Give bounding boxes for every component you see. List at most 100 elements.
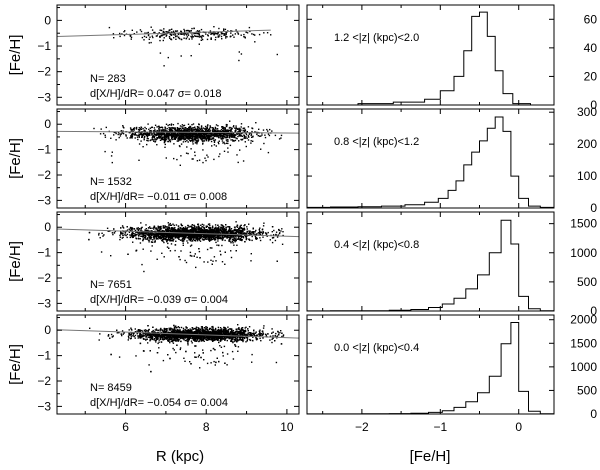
scatter-point bbox=[220, 137, 222, 140]
scatter-point bbox=[210, 135, 212, 137]
scatter-point bbox=[164, 134, 166, 137]
scatter-point bbox=[274, 134, 277, 137]
scatter-point bbox=[164, 230, 166, 233]
scatter-point bbox=[205, 127, 207, 129]
scatter-point bbox=[160, 226, 162, 229]
scatter-point bbox=[139, 29, 142, 31]
scatter-point bbox=[173, 138, 175, 140]
scatter-point bbox=[148, 232, 150, 234]
scatter-point bbox=[119, 133, 121, 135]
scatter-point bbox=[166, 127, 168, 130]
scatter-point bbox=[167, 235, 170, 237]
scatter-point bbox=[187, 229, 190, 232]
scatter-point bbox=[141, 232, 143, 234]
scatter-point bbox=[217, 235, 219, 237]
scatter-point bbox=[239, 135, 241, 137]
scatter-point bbox=[157, 234, 159, 236]
scatter-point bbox=[235, 133, 238, 135]
scatter-point bbox=[210, 140, 213, 143]
scatter-point bbox=[209, 247, 212, 249]
scatter-point bbox=[259, 227, 261, 229]
scatter-point bbox=[189, 127, 191, 129]
scatter-point bbox=[269, 239, 271, 241]
scatter-point bbox=[216, 32, 219, 34]
scatter-point bbox=[250, 260, 252, 262]
scatter-point bbox=[225, 226, 227, 229]
scatter-point bbox=[140, 235, 142, 237]
scatter-point bbox=[192, 36, 194, 38]
scatter-point bbox=[177, 138, 179, 140]
scatter-point bbox=[125, 134, 127, 136]
scatter-point bbox=[208, 133, 210, 135]
scatter-point bbox=[160, 135, 163, 137]
scatter-point bbox=[209, 126, 212, 128]
scatter-point bbox=[163, 139, 165, 141]
scatter-point bbox=[193, 227, 195, 229]
scatter-point bbox=[185, 37, 187, 40]
scatter-point bbox=[129, 132, 131, 134]
scatter-point bbox=[217, 130, 219, 132]
scatter-point bbox=[236, 238, 239, 240]
scatter-point bbox=[230, 256, 233, 259]
scatter-point bbox=[161, 239, 163, 242]
scatter-point bbox=[238, 227, 240, 230]
scatter-point bbox=[186, 139, 188, 142]
y-tick-label: −1 bbox=[37, 246, 51, 260]
scatter-point bbox=[138, 235, 140, 237]
scatter-point bbox=[211, 133, 213, 136]
scatter-point bbox=[248, 238, 250, 241]
scatter-point bbox=[232, 136, 234, 138]
scatter-point bbox=[188, 30, 190, 32]
scatter-point bbox=[247, 232, 249, 234]
scatter-point bbox=[138, 228, 141, 230]
scatter-point bbox=[209, 130, 211, 132]
scatter-point bbox=[153, 138, 155, 141]
scatter-point bbox=[215, 241, 217, 244]
scatter-point bbox=[280, 230, 282, 232]
scatter-point bbox=[124, 234, 126, 236]
scatter-point bbox=[181, 133, 183, 135]
scatter-point bbox=[223, 234, 225, 236]
scatter-point bbox=[275, 234, 277, 236]
scatter-point bbox=[189, 137, 192, 139]
scatter-point bbox=[211, 238, 214, 241]
scatter-point bbox=[261, 233, 264, 235]
scatter-point bbox=[154, 124, 157, 126]
scatter-point bbox=[202, 161, 204, 164]
scatter-point bbox=[185, 34, 188, 36]
scatter-point bbox=[270, 34, 272, 36]
scatter-point bbox=[240, 53, 243, 55]
scatter-point bbox=[276, 53, 278, 56]
scatter-point bbox=[244, 232, 246, 234]
scatter-point bbox=[197, 223, 199, 226]
scatter-point bbox=[216, 238, 219, 240]
scatter-point bbox=[187, 33, 189, 35]
scatter-point bbox=[255, 238, 257, 240]
scatter-point bbox=[205, 33, 207, 35]
scatter-point bbox=[189, 237, 192, 239]
scatter-point bbox=[225, 236, 228, 238]
scatter-point bbox=[198, 135, 201, 137]
scatter-points bbox=[108, 26, 278, 67]
scatter-point bbox=[163, 133, 165, 135]
scatter-point bbox=[154, 235, 156, 237]
scatter-point bbox=[180, 228, 182, 230]
scatter-point bbox=[200, 134, 202, 136]
scatter-point bbox=[144, 236, 146, 239]
scatter-point bbox=[240, 132, 242, 135]
scatter-point bbox=[170, 236, 172, 238]
scatter-point bbox=[145, 128, 147, 130]
scatter-point bbox=[278, 138, 281, 140]
scatter-point bbox=[277, 234, 279, 236]
gradient-label: d[X/H]/dR= −0.039 σ= 0.004 bbox=[90, 294, 228, 306]
scatter-point bbox=[199, 35, 201, 38]
scatter-point bbox=[117, 133, 119, 136]
scatter-point bbox=[207, 237, 209, 239]
scatter-point bbox=[214, 134, 216, 137]
scatter-point bbox=[163, 37, 165, 39]
scatter-point bbox=[172, 228, 174, 230]
scatter-frame bbox=[56, 211, 300, 312]
